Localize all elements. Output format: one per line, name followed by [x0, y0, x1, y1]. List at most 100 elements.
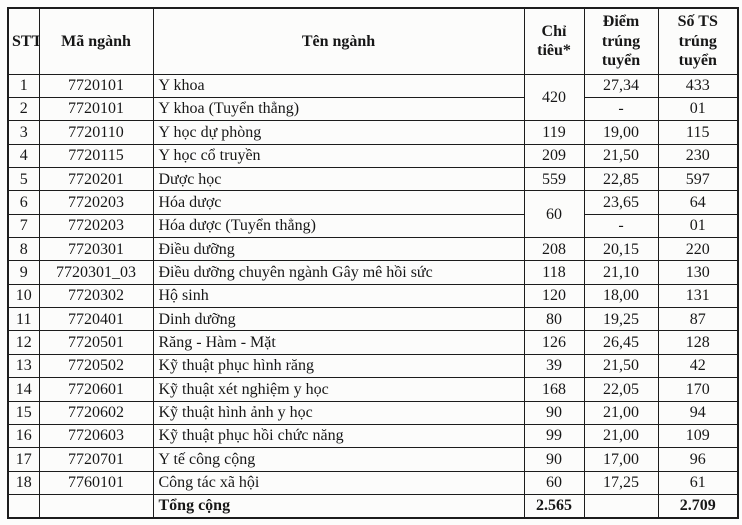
cell-score: 21,00	[583, 423, 659, 449]
cell-quota: 209	[523, 143, 585, 168]
cell-quota: 39	[523, 353, 585, 379]
cell-stt: 11	[7, 307, 40, 332]
cell-score: 21,50	[583, 143, 659, 168]
table-row: 2 7720101 Y khoa (Tuyển thẳng) - 01	[7, 96, 739, 122]
cell-major-name: Y học dự phòng	[152, 120, 525, 145]
cell-major-code: 7720101	[38, 96, 154, 122]
table-row: 10 7720302 Hộ sinh 120 18,00 131	[7, 283, 739, 309]
cell-major-code: 7720115	[38, 143, 154, 168]
cell-major-name: Dược học	[152, 166, 525, 192]
column-header-major-code: Mã ngành	[38, 7, 154, 75]
cell-admitted: 01	[657, 213, 739, 239]
cell-score: 23,65	[583, 190, 659, 215]
cell-major-name: Dinh dưỡng	[152, 307, 525, 332]
cell-stt: 4	[7, 143, 40, 168]
total-admitted: 2.709	[657, 493, 739, 519]
cell-admitted: 42	[657, 353, 739, 379]
total-score-empty	[583, 493, 659, 519]
column-header-stt: STT	[7, 7, 40, 75]
cell-major-code: 7720502	[38, 353, 154, 379]
table-row: 3 7720110 Y học dự phòng 119 19,00 115	[7, 120, 739, 145]
cell-major-name: Kỹ thuật phục hình răng	[152, 353, 525, 379]
cell-quota: 80	[523, 307, 585, 332]
cell-major-name: Y khoa (Tuyển thẳng)	[152, 96, 525, 122]
table-row: 4 7720115 Y học cổ truyền 209 21,50 230	[7, 143, 739, 168]
cell-major-name: Kỹ thuật xét nghiệm y học	[152, 377, 525, 402]
cell-major-name: Hóa dược	[152, 190, 525, 215]
cell-major-name: Kỹ thuật hình ảnh y học	[152, 400, 525, 425]
cell-score: 19,25	[583, 307, 659, 332]
table-row: 8 7720301 Điều dưỡng 208 20,15 220	[7, 237, 739, 262]
cell-major-name: Hóa dược (Tuyển thẳng)	[152, 213, 525, 239]
column-header-major-name: Tên ngành	[152, 7, 525, 75]
cell-admitted: 61	[657, 470, 739, 495]
cell-major-code: 7720301	[38, 237, 154, 262]
cell-score: 17,25	[583, 470, 659, 495]
cell-quota: 118	[523, 260, 585, 285]
table-row: 13 7720502 Kỹ thuật phục hình răng 39 21…	[7, 353, 739, 379]
cell-score: -	[583, 213, 659, 239]
cell-stt: 9	[7, 260, 40, 285]
cell-quota: 90	[523, 400, 585, 425]
cell-score: -	[583, 96, 659, 122]
table-row: 16 7720603 Kỹ thuật phục hồi chức năng 9…	[7, 423, 739, 449]
cell-quota: 60	[523, 470, 585, 495]
cell-stt: 6	[7, 190, 40, 215]
table-row: 9 7720301_03 Điều dưỡng chuyên ngành Gây…	[7, 260, 739, 285]
cell-quota-merged: 60	[523, 190, 585, 239]
cell-admitted: 87	[657, 307, 739, 332]
cell-stt: 2	[7, 96, 40, 122]
cell-major-code: 7720501	[38, 330, 154, 355]
cell-admitted: 96	[657, 447, 739, 472]
cell-stt: 3	[7, 120, 40, 145]
table-row: 18 7760101 Công tác xã hội 60 17,25 61	[7, 470, 739, 495]
table-row: 1 7720101 Y khoa 420 27,34 433	[7, 73, 739, 122]
cell-major-code: 7760101	[38, 470, 154, 495]
cell-major-code: 7720401	[38, 307, 154, 332]
cell-major-code: 7720302	[38, 283, 154, 309]
cell-quota: 90	[523, 447, 585, 472]
cell-admitted: 01	[657, 96, 739, 122]
cell-score: 27,34	[583, 73, 659, 98]
cell-stt: 12	[7, 330, 40, 355]
column-header-quota: Chỉ tiêu*	[523, 7, 585, 75]
cell-admitted: 220	[657, 237, 739, 262]
cell-stt: 17	[7, 447, 40, 472]
cell-stt: 5	[7, 166, 40, 192]
cell-major-name: Y học cổ truyền	[152, 143, 525, 168]
cell-major-code-empty	[38, 493, 154, 519]
cell-major-code: 7720603	[38, 423, 154, 449]
cell-quota: 120	[523, 283, 585, 309]
cell-admitted: 115	[657, 120, 739, 145]
cell-stt: 15	[7, 400, 40, 425]
admission-scores-table: STT Mã ngành Tên ngành Chỉ tiêu* Điểm tr…	[7, 7, 739, 519]
total-label: Tổng cộng	[152, 493, 525, 519]
table-row: 7 7720203 Hóa dược (Tuyển thẳng) - 01	[7, 213, 739, 239]
cell-major-name: Hộ sinh	[152, 283, 525, 309]
cell-quota: 126	[523, 330, 585, 355]
cell-admitted: 94	[657, 400, 739, 425]
cell-major-code: 7720701	[38, 447, 154, 472]
cell-admitted: 131	[657, 283, 739, 309]
cell-major-name: Răng - Hàm - Mặt	[152, 330, 525, 355]
cell-score: 21,00	[583, 400, 659, 425]
cell-major-name: Kỹ thuật phục hồi chức năng	[152, 423, 525, 449]
cell-major-name: Y tế công cộng	[152, 447, 525, 472]
cell-score: 22,85	[583, 166, 659, 192]
table-row: 17 7720701 Y tế công cộng 90 17,00 96	[7, 447, 739, 472]
table-row: 11 7720401 Dinh dưỡng 80 19,25 87	[7, 307, 739, 332]
table-row: 5 7720201 Dược học 559 22,85 597	[7, 166, 739, 192]
cell-admitted: 130	[657, 260, 739, 285]
cell-admitted: 597	[657, 166, 739, 192]
cell-stt: 8	[7, 237, 40, 262]
cell-quota: 208	[523, 237, 585, 262]
cell-score: 18,00	[583, 283, 659, 309]
cell-quota-merged: 420	[523, 73, 585, 122]
total-quota: 2.565	[523, 493, 585, 519]
cell-quota: 168	[523, 377, 585, 402]
cell-major-code: 7720203	[38, 213, 154, 239]
cell-major-code: 7720203	[38, 190, 154, 215]
cell-admitted: 109	[657, 423, 739, 449]
cell-admitted: 230	[657, 143, 739, 168]
table-row: 12 7720501 Răng - Hàm - Mặt 126 26,45 12…	[7, 330, 739, 355]
